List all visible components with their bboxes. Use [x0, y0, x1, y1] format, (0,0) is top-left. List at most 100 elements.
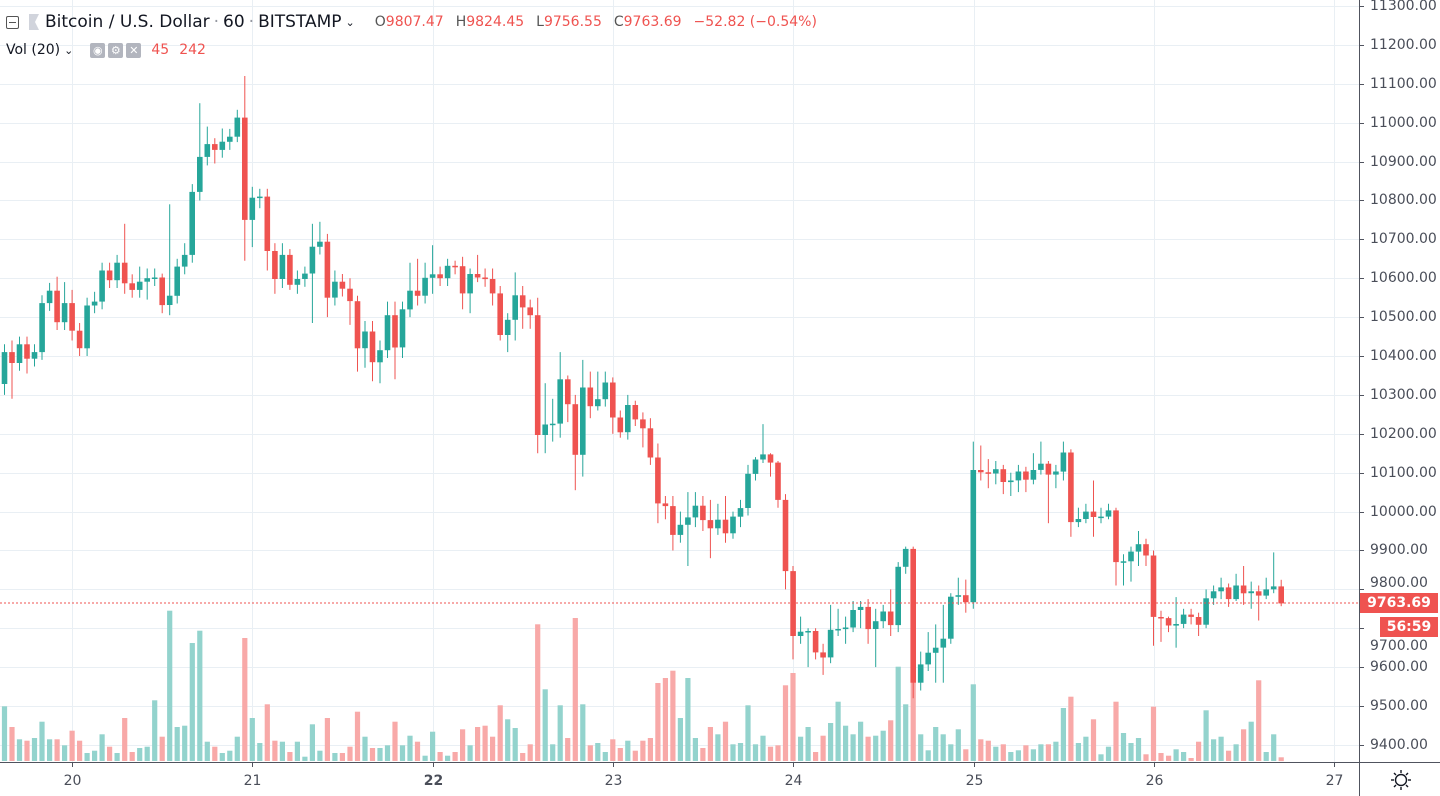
volume-bar — [798, 736, 804, 761]
candle-body — [827, 629, 834, 658]
candle-body — [219, 141, 226, 150]
candle-body — [61, 303, 68, 323]
volume-bar — [625, 740, 631, 761]
price-tick-label: 9600.00 — [1370, 659, 1428, 675]
volume-bar — [993, 746, 999, 761]
close-icon[interactable]: ✕ — [126, 42, 142, 58]
volume-bar — [31, 738, 38, 761]
volume-bar — [1023, 745, 1029, 761]
time-tick-label: 20 — [63, 773, 82, 789]
volume-label[interactable]: Vol (20) — [6, 42, 61, 58]
volume-bar — [790, 673, 796, 761]
volume-bar — [1128, 743, 1134, 761]
volume-bar — [137, 748, 143, 761]
volume-bar — [1166, 755, 1172, 761]
candle-body — [1090, 511, 1097, 517]
volume-bar — [888, 720, 894, 761]
exchange[interactable]: BITSTAMP — [258, 12, 342, 32]
candle-body — [1120, 561, 1127, 563]
ohlc-values: O9807.47 H9824.45 L9756.55 C9763.69 −52.… — [375, 14, 817, 30]
volume-bar — [640, 740, 646, 761]
volume-bar — [933, 727, 939, 761]
candle-body — [617, 417, 624, 433]
volume-bar — [580, 704, 586, 761]
candle-body — [685, 517, 691, 525]
candle-body — [227, 136, 233, 142]
candle-body — [1203, 598, 1209, 625]
candle-body — [1068, 452, 1074, 523]
volume-bar — [542, 689, 548, 761]
price-tick-label: 10400.00 — [1370, 348, 1437, 364]
candle-body — [587, 387, 594, 407]
price-tick-label: 9400.00 — [1370, 737, 1428, 753]
volume-bar — [662, 678, 668, 761]
volume-bar — [294, 741, 300, 761]
volume-bar — [407, 735, 413, 761]
candle-body — [917, 664, 924, 683]
volume-bar — [174, 727, 180, 761]
candle-body — [249, 197, 256, 220]
volume-bar — [144, 746, 150, 761]
volume-bar — [482, 725, 488, 761]
volume-bar — [257, 743, 263, 761]
candle-body — [857, 606, 864, 610]
chevron-down-icon[interactable]: ⌄ — [64, 43, 74, 57]
volume-bar — [1113, 701, 1119, 761]
volume-bar — [700, 748, 706, 761]
candle-body — [1053, 471, 1059, 475]
volume-bar — [9, 727, 15, 761]
candle-body — [700, 505, 706, 521]
volume-bar — [84, 753, 90, 761]
candles — [1, 76, 1284, 699]
volume-bar — [1188, 758, 1194, 761]
candle-body — [932, 647, 939, 653]
volume-bar — [497, 705, 503, 761]
eye-icon[interactable]: ◉ — [90, 42, 106, 58]
candle-body — [963, 595, 969, 603]
candle-body — [287, 254, 293, 285]
candle-body — [925, 652, 931, 665]
price-tick-label: 11100.00 — [1370, 76, 1437, 92]
candle-body — [212, 144, 218, 150]
candle-body — [940, 638, 947, 648]
candle-body — [354, 301, 361, 349]
low-label: L — [536, 14, 544, 30]
candle-body — [39, 303, 45, 353]
candle-body — [722, 519, 729, 534]
candle-body — [99, 270, 105, 302]
interval[interactable]: 60 — [223, 12, 245, 32]
volume-bar — [587, 745, 593, 761]
candle-body — [1263, 589, 1269, 596]
candle-body — [647, 428, 654, 458]
candle-body — [985, 472, 992, 474]
symbol-name[interactable]: Bitcoin / U.S. Dollar — [45, 12, 210, 32]
open-label: O — [374, 14, 386, 30]
volume-bar — [1143, 754, 1149, 761]
candle-body — [302, 273, 308, 279]
volume-bar — [249, 718, 255, 761]
volume-bar — [77, 740, 83, 761]
volume-bar — [632, 750, 638, 761]
chevron-down-icon[interactable]: ⌄ — [345, 15, 355, 29]
collapse-icon[interactable] — [6, 15, 19, 29]
gear-icon[interactable]: ⚙ — [108, 42, 124, 58]
price-tick-label: 9800.00 — [1370, 575, 1428, 591]
volume-bar — [557, 705, 563, 761]
volume-bar — [520, 753, 526, 761]
change-value: −52.82 (−0.54%) — [693, 14, 817, 30]
volume-bar — [219, 753, 225, 761]
candle-body — [842, 627, 849, 630]
candle-body — [309, 246, 316, 274]
candle-body — [549, 423, 556, 426]
candle-body — [197, 156, 203, 192]
volume-bar — [92, 750, 98, 761]
volume-bar — [850, 734, 856, 761]
settings-icon[interactable] — [1390, 769, 1412, 791]
candle-body — [257, 196, 263, 199]
volume-bar — [272, 740, 278, 761]
candle-body — [1195, 617, 1202, 625]
candle-body — [948, 596, 954, 639]
candle-body — [84, 305, 90, 349]
volume-bar — [414, 741, 421, 761]
